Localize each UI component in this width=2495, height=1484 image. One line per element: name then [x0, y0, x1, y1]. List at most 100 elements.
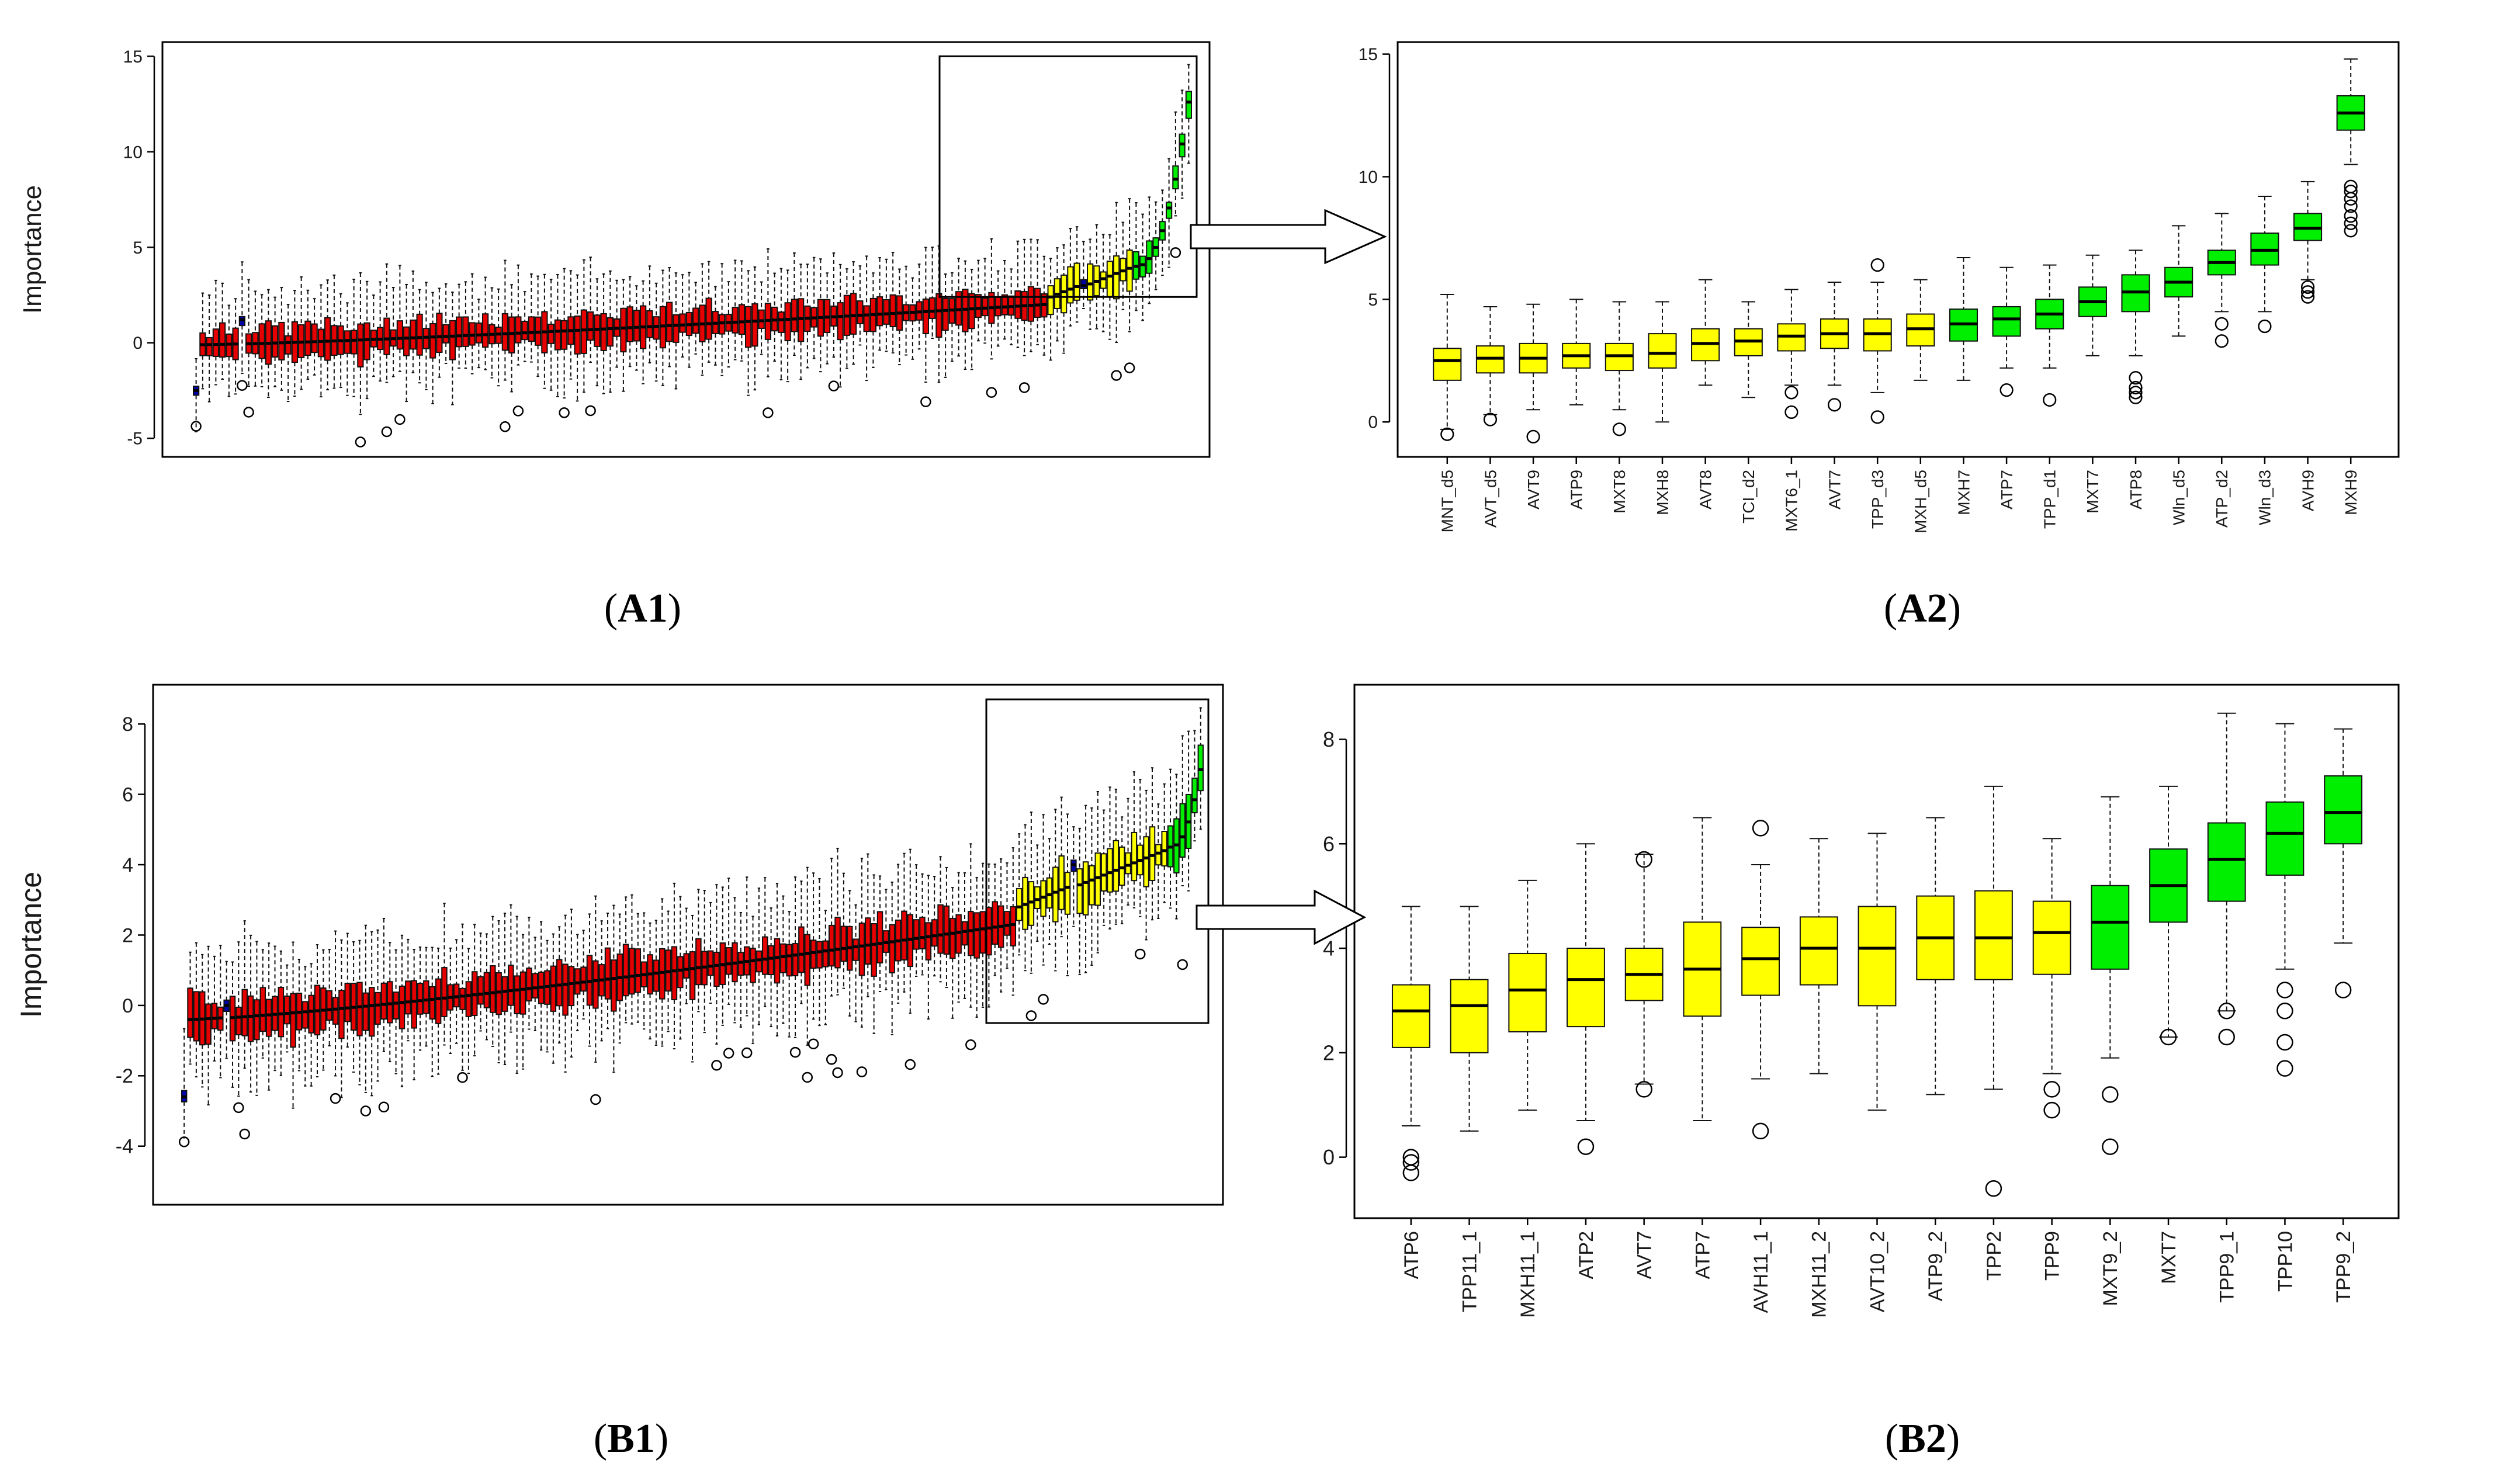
box-body	[876, 296, 883, 327]
box	[1131, 771, 1138, 909]
box-body	[973, 912, 980, 959]
box	[398, 934, 406, 1087]
box-body	[356, 982, 363, 1036]
outlier-point	[2276, 1060, 2293, 1077]
box	[526, 917, 532, 1030]
box-body	[574, 315, 581, 355]
box	[411, 948, 417, 1081]
box-body	[1046, 877, 1053, 909]
box	[350, 941, 357, 1073]
box-body	[449, 320, 456, 360]
box	[725, 281, 732, 368]
box	[283, 964, 290, 1053]
box	[626, 276, 633, 367]
box	[2035, 264, 2064, 407]
box	[653, 920, 660, 1046]
outlier-point	[2218, 1028, 2235, 1046]
box	[876, 257, 883, 351]
box-body	[646, 310, 653, 338]
box	[390, 287, 397, 377]
box	[272, 296, 279, 387]
box-body	[2265, 801, 2305, 876]
box-body	[695, 938, 702, 986]
box-body	[1113, 255, 1120, 300]
outlier-point	[394, 414, 406, 425]
box	[738, 260, 745, 362]
caption-b1-number: 1	[635, 1416, 655, 1461]
box	[410, 270, 417, 373]
outlier-point	[2043, 1101, 2060, 1119]
outlier-point	[2102, 1086, 2119, 1103]
box	[403, 283, 410, 403]
box	[237, 261, 248, 391]
box	[1106, 234, 1113, 340]
box	[629, 894, 635, 1025]
box	[351, 279, 358, 397]
box	[1016, 833, 1023, 956]
outlier-point	[1038, 994, 1049, 1005]
box-body	[383, 317, 390, 355]
box-body	[368, 987, 375, 1037]
x-tick-label: ATP9_2	[1925, 1231, 1947, 1301]
box-body	[285, 335, 292, 355]
box	[692, 282, 699, 355]
box-body	[756, 950, 763, 973]
box	[252, 290, 259, 387]
outlier-point	[763, 407, 774, 418]
box	[223, 961, 230, 1059]
box	[883, 258, 890, 352]
outlier-point	[802, 1072, 813, 1083]
box	[1070, 826, 1077, 927]
box-body	[311, 323, 318, 353]
outlier-point	[243, 407, 254, 418]
box	[302, 966, 309, 1087]
box-body	[501, 976, 508, 1012]
box-body	[883, 299, 890, 325]
box	[802, 866, 813, 1083]
box	[378, 917, 390, 1113]
plot-frame	[161, 41, 1211, 458]
x-tick-label: MNT_d5	[1439, 470, 1457, 532]
box	[1624, 851, 1664, 1098]
box	[665, 910, 671, 1032]
box-body	[677, 956, 684, 989]
box	[2207, 712, 2246, 1046]
box	[961, 872, 968, 999]
box	[417, 946, 424, 1051]
outlier-point	[239, 1128, 250, 1140]
x-tick-label: TPP2	[1983, 1231, 2005, 1281]
outlier-point	[330, 1093, 341, 1104]
box-body	[259, 987, 266, 1032]
box-body	[671, 946, 678, 1000]
box	[701, 890, 708, 1034]
box-body	[519, 971, 526, 1015]
box-body	[673, 314, 680, 343]
box	[1082, 805, 1089, 973]
box-body	[705, 297, 712, 340]
box-body	[1146, 240, 1153, 274]
box	[495, 920, 502, 1063]
box-body	[265, 998, 272, 1037]
box-body	[1106, 261, 1113, 297]
box	[2265, 723, 2305, 1077]
box	[695, 889, 702, 1013]
box	[646, 265, 653, 364]
box-body	[587, 311, 594, 341]
box-body	[1061, 274, 1068, 314]
box	[574, 934, 581, 1032]
box-body	[477, 976, 484, 1005]
box	[909, 277, 916, 360]
caption-a1-number: 1	[647, 586, 668, 631]
box-body	[857, 300, 864, 324]
box	[423, 946, 429, 1047]
box	[535, 275, 542, 377]
box	[324, 279, 331, 391]
outlier-point	[1985, 1180, 2002, 1197]
box	[732, 259, 739, 360]
box-body	[929, 297, 936, 319]
box	[2207, 213, 2236, 348]
box	[469, 273, 476, 375]
box	[508, 904, 514, 1033]
box-body	[1567, 948, 1605, 1028]
y-tick-label: -5	[127, 429, 143, 449]
